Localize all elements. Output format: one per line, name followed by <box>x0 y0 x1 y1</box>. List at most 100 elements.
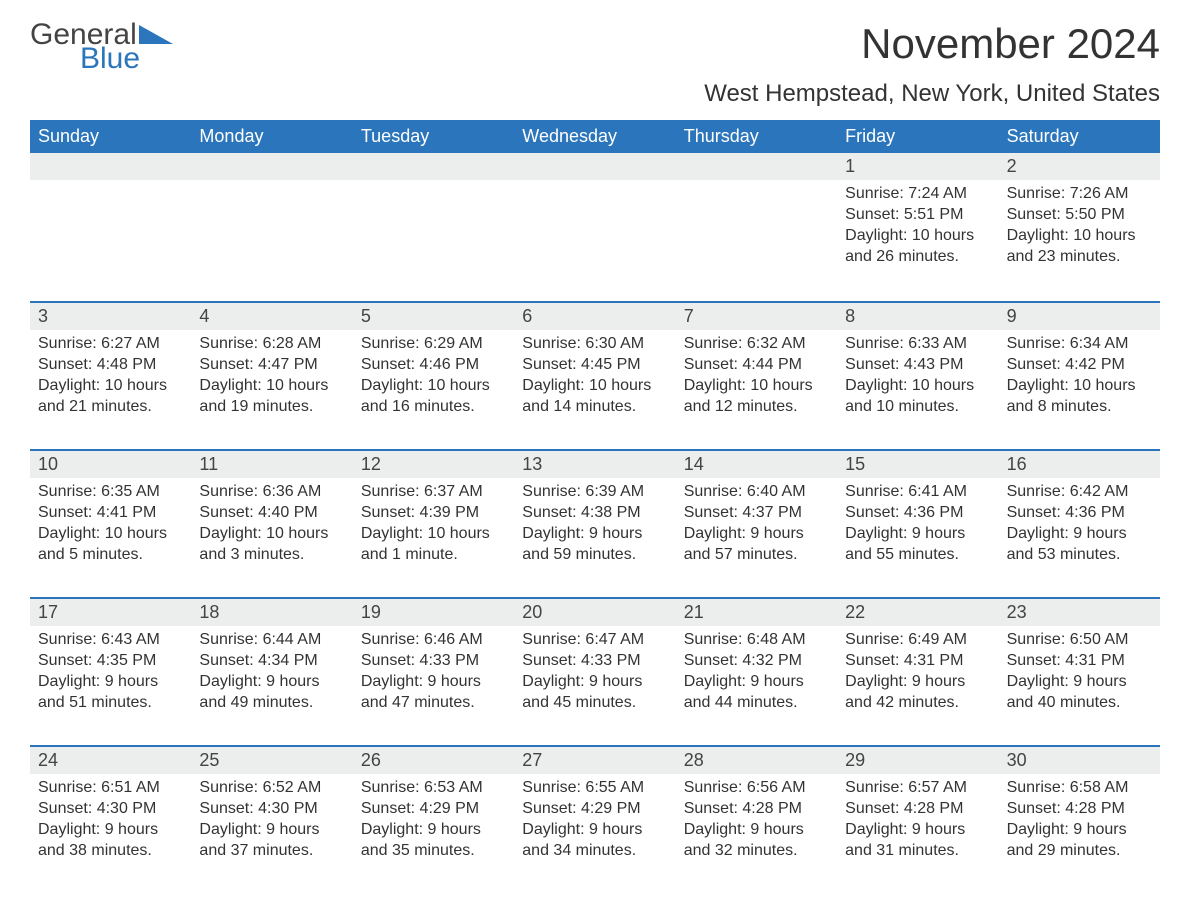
sunrise-text: Sunrise: 6:41 AM <box>845 482 990 503</box>
d1-text: Daylight: 9 hours <box>361 820 506 841</box>
empty-day-cell <box>676 153 837 301</box>
day-cell: 13Sunrise: 6:39 AMSunset: 4:38 PMDayligh… <box>514 449 675 597</box>
sunset-text: Sunset: 4:32 PM <box>684 651 829 672</box>
day-cell: 30Sunrise: 6:58 AMSunset: 4:28 PMDayligh… <box>999 745 1160 893</box>
d2-text: and 32 minutes. <box>684 841 829 862</box>
sunset-text: Sunset: 4:33 PM <box>361 651 506 672</box>
day-number: 9 <box>999 301 1160 330</box>
sunrise-text: Sunrise: 6:27 AM <box>38 334 183 355</box>
day-cell: 4Sunrise: 6:28 AMSunset: 4:47 PMDaylight… <box>191 301 352 449</box>
sunrise-text: Sunrise: 6:58 AM <box>1007 778 1152 799</box>
day-cell: 27Sunrise: 6:55 AMSunset: 4:29 PMDayligh… <box>514 745 675 893</box>
d2-text: and 1 minute. <box>361 545 506 566</box>
day-number: 1 <box>837 153 998 180</box>
header-row: General Blue November 2024 <box>30 20 1160 74</box>
d1-text: Daylight: 10 hours <box>522 376 667 397</box>
d2-text: and 23 minutes. <box>1007 247 1152 268</box>
sunrise-text: Sunrise: 6:30 AM <box>522 334 667 355</box>
day-header: Sunday <box>30 120 191 153</box>
d2-text: and 3 minutes. <box>199 545 344 566</box>
sunset-text: Sunset: 4:31 PM <box>845 651 990 672</box>
d2-text: and 49 minutes. <box>199 693 344 714</box>
sunset-text: Sunset: 5:51 PM <box>845 205 990 226</box>
d1-text: Daylight: 9 hours <box>38 820 183 841</box>
page-title: November 2024 <box>861 20 1160 68</box>
day-number: 14 <box>676 449 837 478</box>
d1-text: Daylight: 10 hours <box>38 376 183 397</box>
sunset-text: Sunset: 4:40 PM <box>199 503 344 524</box>
day-cell: 2Sunrise: 7:26 AMSunset: 5:50 PMDaylight… <box>999 153 1160 301</box>
day-number: 4 <box>191 301 352 330</box>
sunset-text: Sunset: 4:28 PM <box>1007 799 1152 820</box>
sunset-text: Sunset: 4:42 PM <box>1007 355 1152 376</box>
sunset-text: Sunset: 4:39 PM <box>361 503 506 524</box>
d1-text: Daylight: 9 hours <box>1007 820 1152 841</box>
sunrise-text: Sunrise: 6:56 AM <box>684 778 829 799</box>
d1-text: Daylight: 10 hours <box>199 376 344 397</box>
sunrise-text: Sunrise: 6:36 AM <box>199 482 344 503</box>
d2-text: and 19 minutes. <box>199 397 344 418</box>
d2-text: and 44 minutes. <box>684 693 829 714</box>
day-number: 15 <box>837 449 998 478</box>
sunset-text: Sunset: 4:36 PM <box>1007 503 1152 524</box>
d2-text: and 42 minutes. <box>845 693 990 714</box>
sunrise-text: Sunrise: 6:34 AM <box>1007 334 1152 355</box>
day-cell: 7Sunrise: 6:32 AMSunset: 4:44 PMDaylight… <box>676 301 837 449</box>
empty-day-cell <box>30 153 191 301</box>
d2-text: and 45 minutes. <box>522 693 667 714</box>
d2-text: and 16 minutes. <box>361 397 506 418</box>
d1-text: Daylight: 9 hours <box>845 524 990 545</box>
day-number: 21 <box>676 597 837 626</box>
sunset-text: Sunset: 4:31 PM <box>1007 651 1152 672</box>
day-cell: 1Sunrise: 7:24 AMSunset: 5:51 PMDaylight… <box>837 153 998 301</box>
d2-text: and 31 minutes. <box>845 841 990 862</box>
d2-text: and 8 minutes. <box>1007 397 1152 418</box>
d2-text: and 55 minutes. <box>845 545 990 566</box>
d2-text: and 21 minutes. <box>38 397 183 418</box>
day-number: 6 <box>514 301 675 330</box>
sunset-text: Sunset: 4:46 PM <box>361 355 506 376</box>
sunset-text: Sunset: 4:28 PM <box>684 799 829 820</box>
d1-text: Daylight: 10 hours <box>684 376 829 397</box>
calendar-body: 1Sunrise: 7:24 AMSunset: 5:51 PMDaylight… <box>30 153 1160 893</box>
sunset-text: Sunset: 4:28 PM <box>845 799 990 820</box>
day-header: Friday <box>837 120 998 153</box>
day-cell: 8Sunrise: 6:33 AMSunset: 4:43 PMDaylight… <box>837 301 998 449</box>
sunrise-text: Sunrise: 6:49 AM <box>845 630 990 651</box>
day-number: 8 <box>837 301 998 330</box>
d2-text: and 57 minutes. <box>684 545 829 566</box>
sunrise-text: Sunrise: 7:26 AM <box>1007 184 1152 205</box>
d2-text: and 53 minutes. <box>1007 545 1152 566</box>
d1-text: Daylight: 9 hours <box>199 820 344 841</box>
day-cell: 23Sunrise: 6:50 AMSunset: 4:31 PMDayligh… <box>999 597 1160 745</box>
d2-text: and 59 minutes. <box>522 545 667 566</box>
d1-text: Daylight: 9 hours <box>1007 524 1152 545</box>
empty-day-cell <box>514 153 675 301</box>
day-number: 3 <box>30 301 191 330</box>
d1-text: Daylight: 9 hours <box>684 524 829 545</box>
day-number: 24 <box>30 745 191 774</box>
day-cell: 5Sunrise: 6:29 AMSunset: 4:46 PMDaylight… <box>353 301 514 449</box>
calendar-header: Sunday Monday Tuesday Wednesday Thursday… <box>30 120 1160 153</box>
d2-text: and 51 minutes. <box>38 693 183 714</box>
day-cell: 3Sunrise: 6:27 AMSunset: 4:48 PMDaylight… <box>30 301 191 449</box>
day-number: 16 <box>999 449 1160 478</box>
day-number: 12 <box>353 449 514 478</box>
sunset-text: Sunset: 4:29 PM <box>361 799 506 820</box>
day-cell: 26Sunrise: 6:53 AMSunset: 4:29 PMDayligh… <box>353 745 514 893</box>
day-header: Wednesday <box>514 120 675 153</box>
day-number: 13 <box>514 449 675 478</box>
d2-text: and 14 minutes. <box>522 397 667 418</box>
d1-text: Daylight: 9 hours <box>522 524 667 545</box>
sunset-text: Sunset: 4:35 PM <box>38 651 183 672</box>
d1-text: Daylight: 9 hours <box>361 672 506 693</box>
sunset-text: Sunset: 4:47 PM <box>199 355 344 376</box>
d2-text: and 12 minutes. <box>684 397 829 418</box>
sunrise-text: Sunrise: 6:53 AM <box>361 778 506 799</box>
logo-text-blue: Blue <box>80 44 173 74</box>
d2-text: and 5 minutes. <box>38 545 183 566</box>
day-number: 28 <box>676 745 837 774</box>
day-number: 23 <box>999 597 1160 626</box>
day-cell: 15Sunrise: 6:41 AMSunset: 4:36 PMDayligh… <box>837 449 998 597</box>
empty-day-cell <box>191 153 352 301</box>
